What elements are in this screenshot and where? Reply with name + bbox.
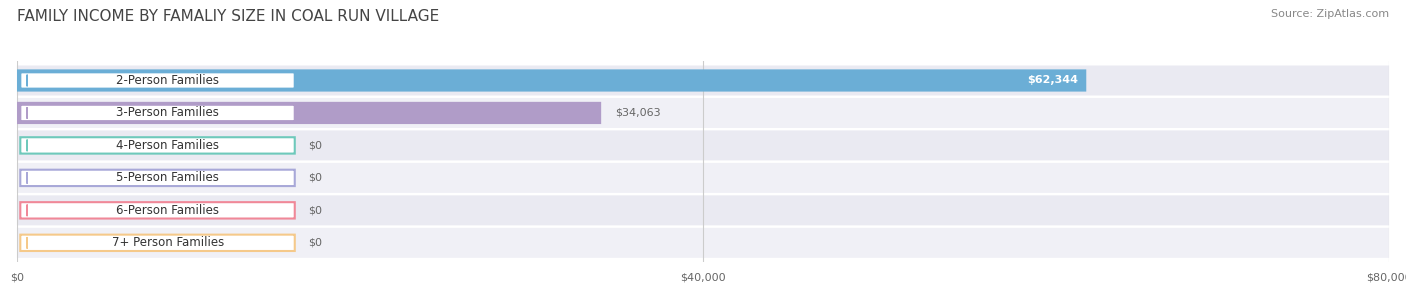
FancyBboxPatch shape	[17, 131, 1389, 160]
Text: $0: $0	[308, 205, 322, 215]
FancyBboxPatch shape	[17, 98, 1389, 128]
FancyBboxPatch shape	[20, 72, 295, 89]
FancyBboxPatch shape	[17, 228, 1389, 258]
FancyBboxPatch shape	[17, 69, 1087, 92]
Text: 4-Person Families: 4-Person Families	[117, 139, 219, 152]
Text: $34,063: $34,063	[614, 108, 661, 118]
Text: $62,344: $62,344	[1026, 75, 1077, 85]
FancyBboxPatch shape	[20, 105, 295, 121]
FancyBboxPatch shape	[17, 102, 602, 124]
Text: 5-Person Families: 5-Person Families	[117, 171, 219, 185]
Text: 2-Person Families: 2-Person Families	[117, 74, 219, 87]
FancyBboxPatch shape	[20, 137, 295, 154]
Text: 6-Person Families: 6-Person Families	[117, 204, 219, 217]
FancyBboxPatch shape	[17, 66, 1389, 95]
FancyBboxPatch shape	[20, 235, 295, 251]
FancyBboxPatch shape	[20, 202, 295, 219]
Text: $0: $0	[308, 140, 322, 150]
Text: 7+ Person Families: 7+ Person Families	[111, 236, 224, 249]
Text: $0: $0	[308, 173, 322, 183]
Text: Source: ZipAtlas.com: Source: ZipAtlas.com	[1271, 9, 1389, 19]
FancyBboxPatch shape	[17, 163, 1389, 193]
Text: 3-Person Families: 3-Person Families	[117, 106, 219, 120]
Text: $0: $0	[308, 238, 322, 248]
Text: FAMILY INCOME BY FAMALIY SIZE IN COAL RUN VILLAGE: FAMILY INCOME BY FAMALIY SIZE IN COAL RU…	[17, 9, 439, 24]
FancyBboxPatch shape	[20, 170, 295, 186]
FancyBboxPatch shape	[17, 195, 1389, 225]
